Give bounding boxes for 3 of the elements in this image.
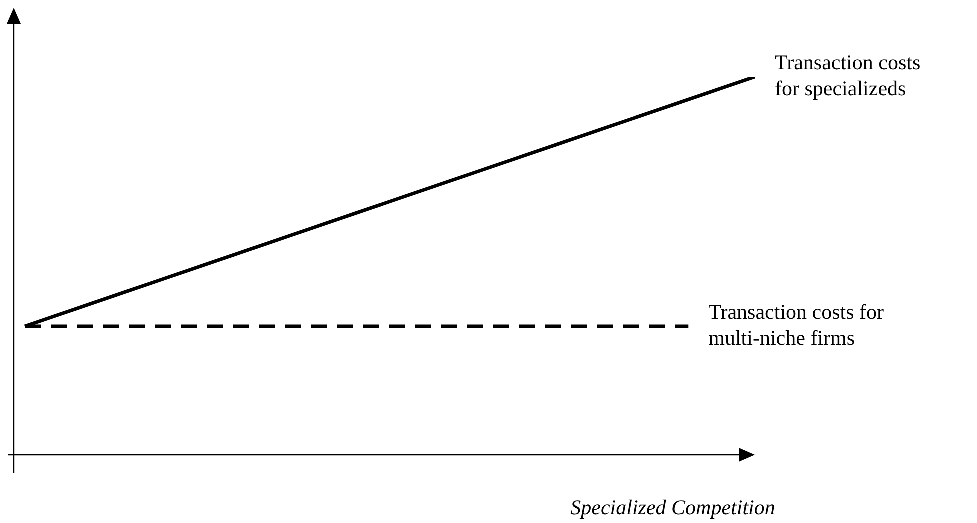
series-label: Transaction costs for specializeds bbox=[775, 50, 921, 101]
x-axis-title: Specialized Competition bbox=[570, 496, 776, 520]
series-label: Transaction costs for multi-niche firms bbox=[708, 300, 884, 350]
